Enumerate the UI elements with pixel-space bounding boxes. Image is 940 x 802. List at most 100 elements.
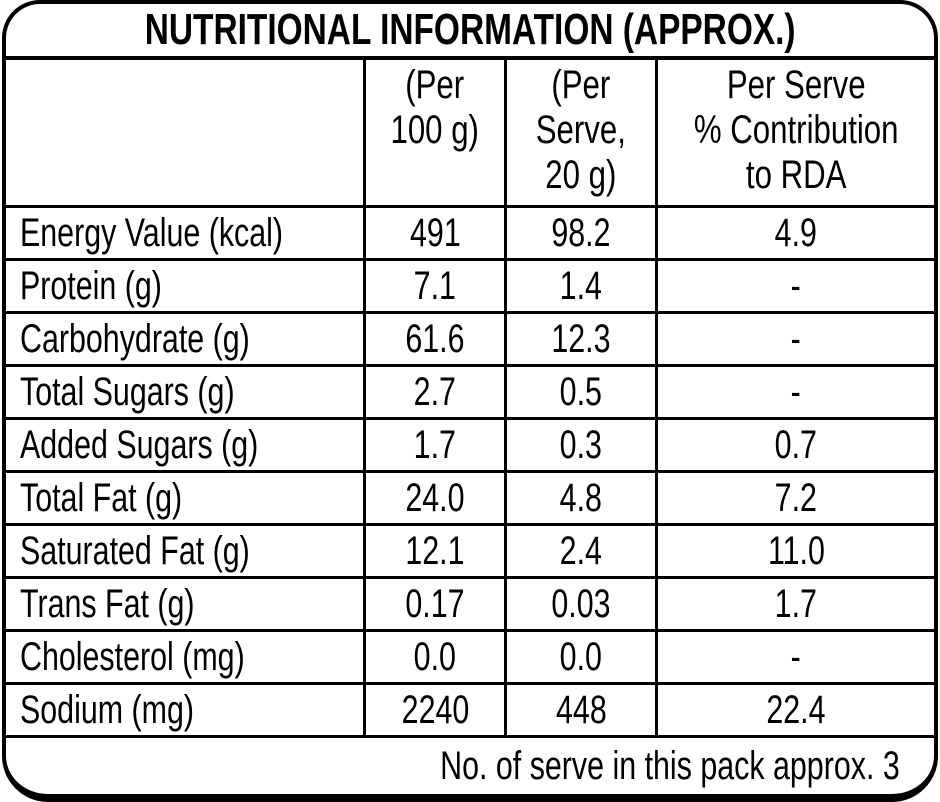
row-label-text: Saturated Fat (g) (20, 528, 250, 573)
value-per-100g-text: 0.0 (413, 634, 457, 679)
value-rda-percent-text: 4.9 (774, 210, 818, 255)
table-row-total-sugars: Total Sugars (g) 2.7 0.5 - (6, 367, 934, 420)
value-rda-percent-text: - (790, 263, 802, 308)
value-per-100g-text: 2.7 (413, 369, 457, 414)
value-per-serve: 0.3 (507, 420, 658, 470)
row-label: Sodium (mg) (6, 685, 366, 735)
value-per-100g: 1.7 (366, 420, 507, 470)
value-per-100g: 24.0 (366, 473, 507, 523)
value-per-100g: 2240 (366, 685, 507, 735)
col-header-rda-contribution-text: Per Serve % Contribution to RDA (693, 63, 899, 197)
col-header-per-100g: (Per 100 g) (366, 60, 507, 205)
value-rda-percent: 7.2 (658, 473, 934, 523)
value-per-serve-text: 12.3 (551, 316, 611, 361)
serves-note: No. of serve in this pack approx. 3 (440, 743, 900, 788)
footer-row: No. of serve in this pack approx. 3 (6, 738, 934, 794)
value-rda-percent-text: 11.0 (767, 528, 825, 573)
table-row-carbohydrate: Carbohydrate (g) 61.6 12.3 - (6, 314, 934, 367)
value-per-serve: 0.03 (507, 579, 658, 629)
value-rda-percent: - (658, 314, 934, 364)
value-rda-percent: - (658, 632, 934, 682)
value-per-serve: 4.8 (507, 473, 658, 523)
label-title-row: NUTRITIONAL INFORMATION (APPROX.) (6, 4, 934, 60)
row-label-text: Added Sugars (g) (20, 422, 259, 467)
value-per-100g-text: 24.0 (405, 475, 465, 520)
value-rda-percent-text: - (790, 369, 802, 414)
value-rda-percent-text: - (790, 634, 802, 679)
row-label: Total Fat (g) (6, 473, 366, 523)
value-per-100g-text: 0.17 (405, 581, 465, 626)
value-per-100g-text: 1.7 (413, 422, 457, 467)
value-per-100g: 2.7 (366, 367, 507, 417)
col-header-per-serve: (Per Serve, 20 g) (507, 60, 658, 205)
row-label-text: Protein (g) (20, 263, 162, 308)
value-rda-percent: 0.7 (658, 420, 934, 470)
value-per-serve-text: 98.2 (551, 210, 611, 255)
table-row-cholesterol: Cholesterol (mg) 0.0 0.0 - (6, 632, 934, 685)
value-rda-percent: 22.4 (658, 685, 934, 735)
value-rda-percent-text: 0.7 (774, 422, 818, 467)
row-label: Protein (g) (6, 261, 366, 311)
value-per-100g-text: 491 (409, 210, 461, 255)
value-per-serve: 0.5 (507, 367, 658, 417)
value-per-serve-text: 4.8 (559, 475, 603, 520)
row-label-text: Total Sugars (g) (20, 369, 235, 414)
col-header-per-serve-text: (Per Serve, 20 g) (535, 63, 627, 197)
row-label-text: Trans Fat (g) (20, 581, 195, 626)
value-per-serve-text: 0.0 (559, 634, 603, 679)
value-per-100g-text: 2240 (401, 687, 469, 732)
row-label-text: Sodium (mg) (20, 687, 195, 732)
header-row: (Per 100 g) (Per Serve, 20 g) Per Serve … (6, 60, 934, 208)
row-label-text: Carbohydrate (g) (20, 316, 250, 361)
value-per-100g-text: 61.6 (405, 316, 465, 361)
row-label: Saturated Fat (g) (6, 526, 366, 576)
row-label-text: Total Fat (g) (20, 475, 183, 520)
value-rda-percent-text: 1.7 (774, 581, 818, 626)
value-per-100g-text: 7.1 (413, 263, 457, 308)
value-rda-percent: - (658, 367, 934, 417)
col-header-rda-contribution: Per Serve % Contribution to RDA (658, 60, 934, 205)
table-row-protein: Protein (g) 7.1 1.4 - (6, 261, 934, 314)
table-row-saturated-fat: Saturated Fat (g) 12.1 2.4 11.0 (6, 526, 934, 579)
table-row-added-sugars: Added Sugars (g) 1.7 0.3 0.7 (6, 420, 934, 473)
row-label: Cholesterol (mg) (6, 632, 366, 682)
row-label-text: Energy Value (kcal) (20, 210, 284, 255)
value-per-serve: 98.2 (507, 208, 658, 258)
value-per-100g: 0.0 (366, 632, 507, 682)
value-per-serve-text: 1.4 (559, 263, 603, 308)
value-per-100g: 61.6 (366, 314, 507, 364)
value-per-serve: 0.0 (507, 632, 658, 682)
label-title: NUTRITIONAL INFORMATION (APPROX.) (144, 5, 796, 54)
value-per-serve-text: 448 (555, 687, 607, 732)
table-row-trans-fat: Trans Fat (g) 0.17 0.03 1.7 (6, 579, 934, 632)
value-rda-percent: 4.9 (658, 208, 934, 258)
value-rda-percent: 1.7 (658, 579, 934, 629)
table-row-total-fat: Total Fat (g) 24.0 4.8 7.2 (6, 473, 934, 526)
value-per-100g: 7.1 (366, 261, 507, 311)
value-per-serve: 2.4 (507, 526, 658, 576)
row-label: Total Sugars (g) (6, 367, 366, 417)
value-per-serve: 12.3 (507, 314, 658, 364)
value-per-100g: 12.1 (366, 526, 507, 576)
value-per-serve-text: 0.5 (559, 369, 603, 414)
table-row-sodium: Sodium (mg) 2240 448 22.4 (6, 685, 934, 738)
table-row-energy: Energy Value (kcal) 491 98.2 4.9 (6, 208, 934, 261)
value-rda-percent: - (658, 261, 934, 311)
value-per-100g: 491 (366, 208, 507, 258)
value-rda-percent-text: 22.4 (766, 687, 826, 732)
value-rda-percent-text: 7.2 (774, 475, 818, 520)
row-label-text: Cholesterol (mg) (20, 634, 245, 679)
value-per-100g: 0.17 (366, 579, 507, 629)
value-per-serve: 448 (507, 685, 658, 735)
col-header-per-100g-text: (Per 100 g) (390, 63, 480, 152)
value-per-serve-text: 0.03 (551, 581, 611, 626)
value-per-100g-text: 12.1 (405, 528, 465, 573)
col-header-blank (6, 60, 366, 205)
value-per-serve-text: 0.3 (559, 422, 603, 467)
row-label: Added Sugars (g) (6, 420, 366, 470)
value-per-serve: 1.4 (507, 261, 658, 311)
value-per-serve-text: 2.4 (559, 528, 603, 573)
row-label: Energy Value (kcal) (6, 208, 366, 258)
value-rda-percent-text: - (790, 316, 802, 361)
